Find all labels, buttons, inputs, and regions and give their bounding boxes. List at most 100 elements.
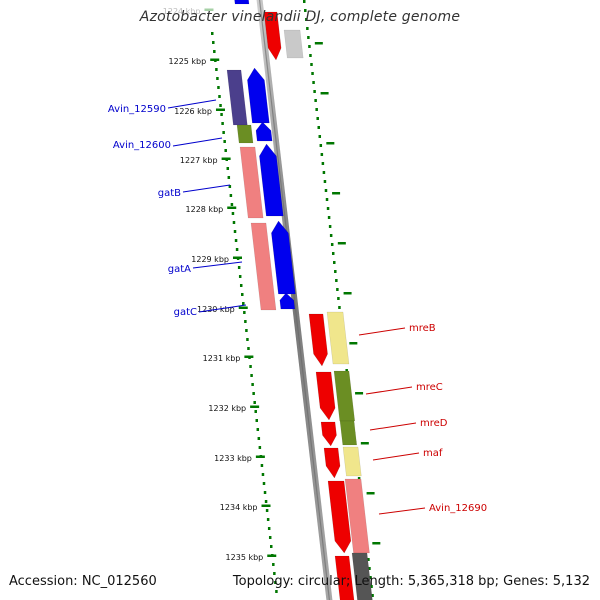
gene-label-leader-line xyxy=(378,507,426,515)
left-ruler-dot xyxy=(226,167,230,170)
cog-maf-block xyxy=(342,446,362,477)
right-ruler-tick xyxy=(326,142,335,145)
right-ruler-dot xyxy=(327,216,331,219)
kbp-tick-label: 1227 kbp xyxy=(180,156,218,165)
gene-mrec-arrow xyxy=(315,371,336,421)
left-ruler-dot xyxy=(250,374,253,377)
left-ruler-dot xyxy=(220,113,223,116)
left-ruler-dot xyxy=(233,230,237,233)
cog-mrec-block xyxy=(333,370,356,422)
right-ruler-dot xyxy=(314,99,317,102)
cog-avin-12690-block xyxy=(344,478,370,554)
kbp-tick-label: 1233 kbp xyxy=(214,454,252,463)
cog-mreb-block xyxy=(326,311,350,365)
right-ruler-dot xyxy=(337,297,340,300)
kbp-tick-label: 1232 kbp xyxy=(208,404,246,413)
gene-label-right: mreC xyxy=(416,382,443,393)
kbp-tick-mark xyxy=(267,554,277,557)
gene-label-leader-line xyxy=(365,386,413,395)
left-ruler-dot xyxy=(267,527,271,530)
gene-top-blue-partial xyxy=(234,0,250,5)
left-ruler-dot xyxy=(247,347,250,350)
right-ruler-dot xyxy=(321,162,325,165)
right-ruler-tick xyxy=(314,42,323,45)
right-ruler-dot xyxy=(323,180,327,183)
right-ruler-dot xyxy=(367,558,370,561)
left-ruler-dot xyxy=(221,122,224,125)
left-ruler-dot xyxy=(249,365,252,368)
gene-bottom-red-partial xyxy=(334,555,355,600)
left-ruler-dot xyxy=(264,500,268,503)
left-ruler-dot xyxy=(227,176,231,179)
right-ruler-dot xyxy=(317,126,320,129)
left-ruler-dot xyxy=(235,248,239,251)
kbp-tick-mark xyxy=(244,355,254,358)
gene-label-right: mreB xyxy=(409,323,436,334)
cog-mred-block xyxy=(339,420,358,446)
right-ruler-dot xyxy=(313,90,316,93)
gene-label-leader-line xyxy=(182,184,231,193)
right-ruler-tick xyxy=(320,92,329,95)
left-ruler-dot xyxy=(242,302,245,305)
right-ruler-dot xyxy=(369,576,372,579)
right-ruler-dot xyxy=(304,9,307,12)
right-ruler-dot xyxy=(320,153,324,156)
left-ruler-dot xyxy=(255,419,259,422)
left-ruler-dot xyxy=(213,50,216,53)
kbp-tick-label: 1231 kbp xyxy=(203,354,241,363)
kbp-tick-label: 1225 kbp xyxy=(169,57,207,66)
gene-label-right: mreD xyxy=(420,418,448,429)
right-ruler-dot xyxy=(371,594,374,597)
left-ruler-dot xyxy=(251,383,254,386)
cog-avin-12600-block xyxy=(236,124,254,144)
left-ruler-dot xyxy=(245,329,248,332)
left-ruler-dot xyxy=(234,239,238,242)
gene-avin-12590-arrow xyxy=(247,67,270,124)
gene-label-leader-line xyxy=(358,327,406,336)
left-ruler-dot xyxy=(241,293,244,296)
right-ruler-dot xyxy=(305,18,308,21)
topology-text: Topology: circular; Length: 5,365,318 bp… xyxy=(232,574,590,589)
kbp-tick-label: 1234 kbp xyxy=(220,503,258,512)
gene-label-left: Avin_12590 xyxy=(108,104,166,115)
left-ruler-dot xyxy=(252,392,255,395)
left-ruler-dot xyxy=(269,545,273,548)
left-ruler-dot xyxy=(268,536,272,539)
left-ruler-dot xyxy=(228,185,232,188)
left-ruler-dot xyxy=(246,338,249,341)
left-ruler-dot xyxy=(256,428,260,431)
left-ruler-dot xyxy=(217,86,220,89)
gene-label-right: maf xyxy=(423,448,443,459)
genome-backbone xyxy=(256,0,333,600)
right-ruler-dot xyxy=(315,108,318,111)
left-ruler-dot xyxy=(212,41,215,44)
kbp-tick-mark xyxy=(227,206,237,209)
right-ruler-dot xyxy=(307,36,310,39)
left-ruler-dot xyxy=(222,131,225,134)
cog-bottom-grey-block xyxy=(351,552,373,600)
kbp-tick-mark xyxy=(232,256,242,259)
right-ruler-dot xyxy=(310,63,313,66)
genome-title: Azotobacter vinelandii DJ, complete geno… xyxy=(139,9,461,25)
kbp-tick-mark xyxy=(238,306,248,309)
gene-label-leader-line xyxy=(372,452,420,461)
right-ruler-dot xyxy=(311,72,314,75)
left-ruler-dot xyxy=(229,194,233,197)
left-ruler-dot xyxy=(211,32,214,35)
cog-top-grey-block xyxy=(283,29,304,59)
kbp-tick-mark xyxy=(215,108,225,111)
left-ruler-dot xyxy=(237,266,241,269)
right-ruler-dot xyxy=(319,144,323,147)
cog-avin-12590-block xyxy=(226,69,248,126)
right-ruler-tick xyxy=(343,292,352,295)
right-ruler-tick xyxy=(332,192,341,195)
cog-gatb-block xyxy=(239,146,264,219)
right-ruler-dot xyxy=(318,135,322,138)
kbp-tick-mark xyxy=(250,405,260,408)
left-ruler-dot xyxy=(215,68,218,71)
gene-mreb-arrow xyxy=(308,313,328,367)
kbp-tick-mark xyxy=(221,157,231,160)
left-ruler-dot xyxy=(253,401,256,404)
right-ruler-dot xyxy=(345,369,348,372)
